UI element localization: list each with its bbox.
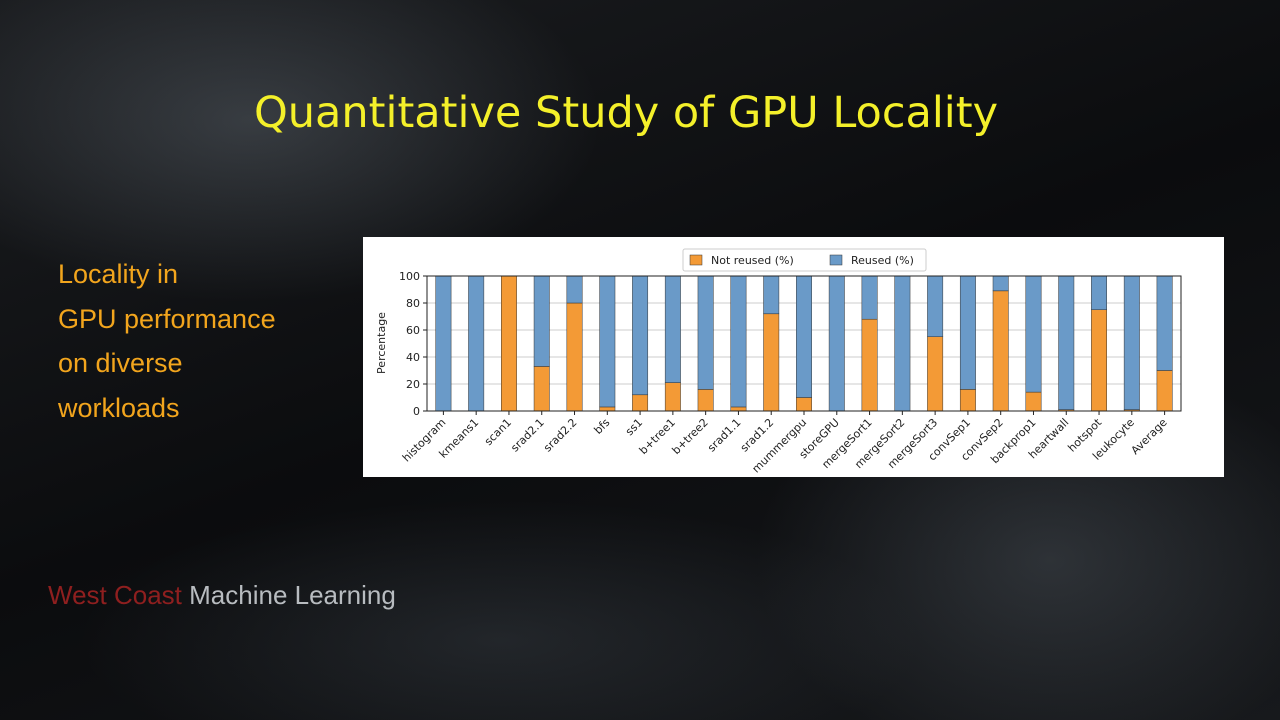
bar-segment <box>501 275 517 412</box>
x-tick-label: srad1.1 <box>705 416 744 455</box>
bullet-line: GPU performance <box>58 303 276 334</box>
y-tick-label: 40 <box>406 351 420 364</box>
footer: West Coast Machine Learning <box>48 580 396 611</box>
y-axis-label: Percentage <box>375 312 388 374</box>
legend-label: Reused (%) <box>851 254 914 267</box>
plot-frame <box>426 275 1182 412</box>
bar-segment <box>1091 309 1107 412</box>
y-tick-label: 60 <box>406 324 420 337</box>
y-tick-label: 20 <box>406 378 420 391</box>
legend-swatch <box>689 254 703 266</box>
bar-segment <box>730 406 747 412</box>
x-tick-label: bfs <box>591 416 612 437</box>
bar-segment <box>1025 391 1042 412</box>
bar-segment <box>828 275 845 412</box>
legend-box <box>682 248 927 272</box>
legend-label: Not reused (%) <box>711 254 794 267</box>
bar-segment <box>664 382 681 412</box>
bar-segment <box>861 318 878 412</box>
bar-segment <box>1058 275 1075 410</box>
bar-segment <box>992 275 1009 292</box>
y-tick-label: 0 <box>413 405 420 418</box>
bar-segment <box>697 389 714 412</box>
bar-segment <box>763 313 780 412</box>
x-tick-label: b+tree2 <box>670 416 711 457</box>
bar-segment <box>1156 275 1173 371</box>
x-tick-label: srad2.2 <box>541 416 580 455</box>
bullet-line: workloads <box>58 393 180 424</box>
bar-segment <box>861 275 878 320</box>
bar-segment <box>435 275 452 412</box>
y-tick-label: 80 <box>406 297 420 310</box>
footer-brand: West Coast <box>48 580 182 610</box>
bar-segment <box>992 290 1009 412</box>
legend-swatch <box>829 254 843 266</box>
bar-segment <box>959 389 976 412</box>
bar-segment <box>796 397 812 412</box>
bar-segment <box>763 275 780 315</box>
bar-segment <box>927 336 944 412</box>
bar-segment <box>1091 275 1107 310</box>
bar-segment <box>1156 370 1173 412</box>
bar-segment <box>566 302 583 412</box>
bar-segment <box>664 275 681 383</box>
bar-segment <box>533 366 550 412</box>
bar-segment <box>697 275 714 390</box>
bullet-text: Locality in GPU performance on diverse w… <box>58 252 276 431</box>
x-tick-label: srad2.1 <box>508 416 547 455</box>
bar-segment <box>796 275 812 398</box>
bar-segment <box>533 275 550 367</box>
bar-segment <box>632 275 649 396</box>
bar-segment <box>599 275 616 408</box>
slide-title: Quantitative Study of GPU Locality <box>253 88 999 138</box>
bar-segment <box>894 275 911 412</box>
bar-segment <box>927 275 944 337</box>
x-tick-label: ss1 <box>623 416 645 438</box>
bar-segment <box>566 275 583 304</box>
x-tick-label: Average <box>1129 416 1170 457</box>
bar-segment <box>959 275 976 390</box>
bar-segment <box>1123 275 1140 410</box>
bullet-line: Locality in <box>58 259 179 289</box>
bar-segment <box>468 275 485 412</box>
bar-segment <box>1025 275 1042 393</box>
bar-segment <box>599 406 616 412</box>
y-tick-label: 100 <box>399 270 420 283</box>
footer-brand: Machine Learning <box>189 580 396 610</box>
bar-segment <box>632 394 649 412</box>
bullet-line: on diverse <box>58 348 183 379</box>
bar-segment <box>730 275 747 408</box>
